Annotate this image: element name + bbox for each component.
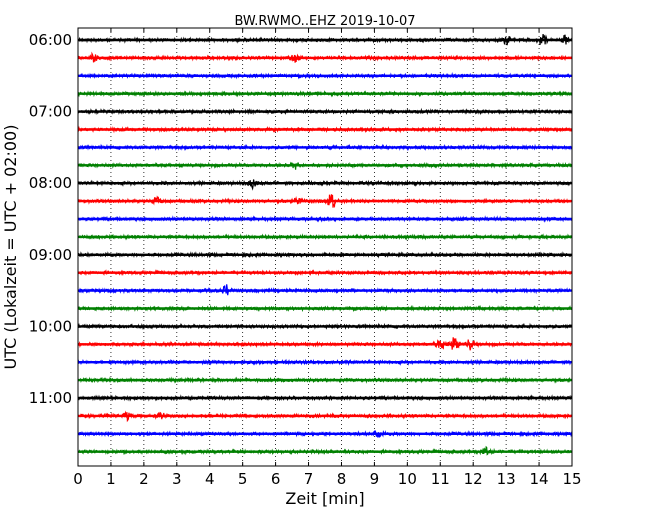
plot-frame [77, 27, 573, 467]
chart-title: BW.RWMO..EHZ 2019-10-07 [234, 14, 415, 29]
y-axis-label: UTC (Lokalzeit = UTC + 02:00) [1, 125, 20, 370]
x-tick-label: 11 [431, 470, 450, 488]
x-tick-label: 14 [530, 470, 549, 488]
y-tick-label: 11:00 [29, 389, 72, 407]
x-tick-label: 5 [238, 470, 248, 488]
x-tick-label: 15 [562, 470, 581, 488]
y-tick-label: 06:00 [29, 31, 72, 49]
x-tick-label: 0 [73, 470, 83, 488]
y-tick-label: 08:00 [29, 174, 72, 192]
x-tick-label: 8 [337, 470, 347, 488]
y-axis: 06:00 07:00 08:00 09:00 10:00 11:00 [29, 31, 572, 407]
x-tick-label: 9 [370, 470, 380, 488]
y-tick-label: 10:00 [29, 317, 72, 335]
trace-layer [77, 33, 573, 456]
x-tick-label: 10 [398, 470, 417, 488]
y-tick-label: 07:00 [29, 103, 72, 121]
x-axis-label: Zeit [min] [285, 489, 364, 508]
x-tick-label: 4 [205, 470, 215, 488]
x-axis: 0 1 2 3 4 5 6 7 8 9 10 11 12 13 14 15 [73, 28, 582, 488]
x-tick-label: 12 [464, 470, 483, 488]
x-tick-label: 3 [172, 470, 182, 488]
x-tick-label: 7 [304, 470, 314, 488]
x-tick-label: 13 [497, 470, 516, 488]
x-tick-label: 6 [271, 470, 281, 488]
x-tick-label: 2 [139, 470, 149, 488]
x-tick-label: 1 [106, 470, 116, 488]
y-tick-label: 09:00 [29, 246, 72, 264]
